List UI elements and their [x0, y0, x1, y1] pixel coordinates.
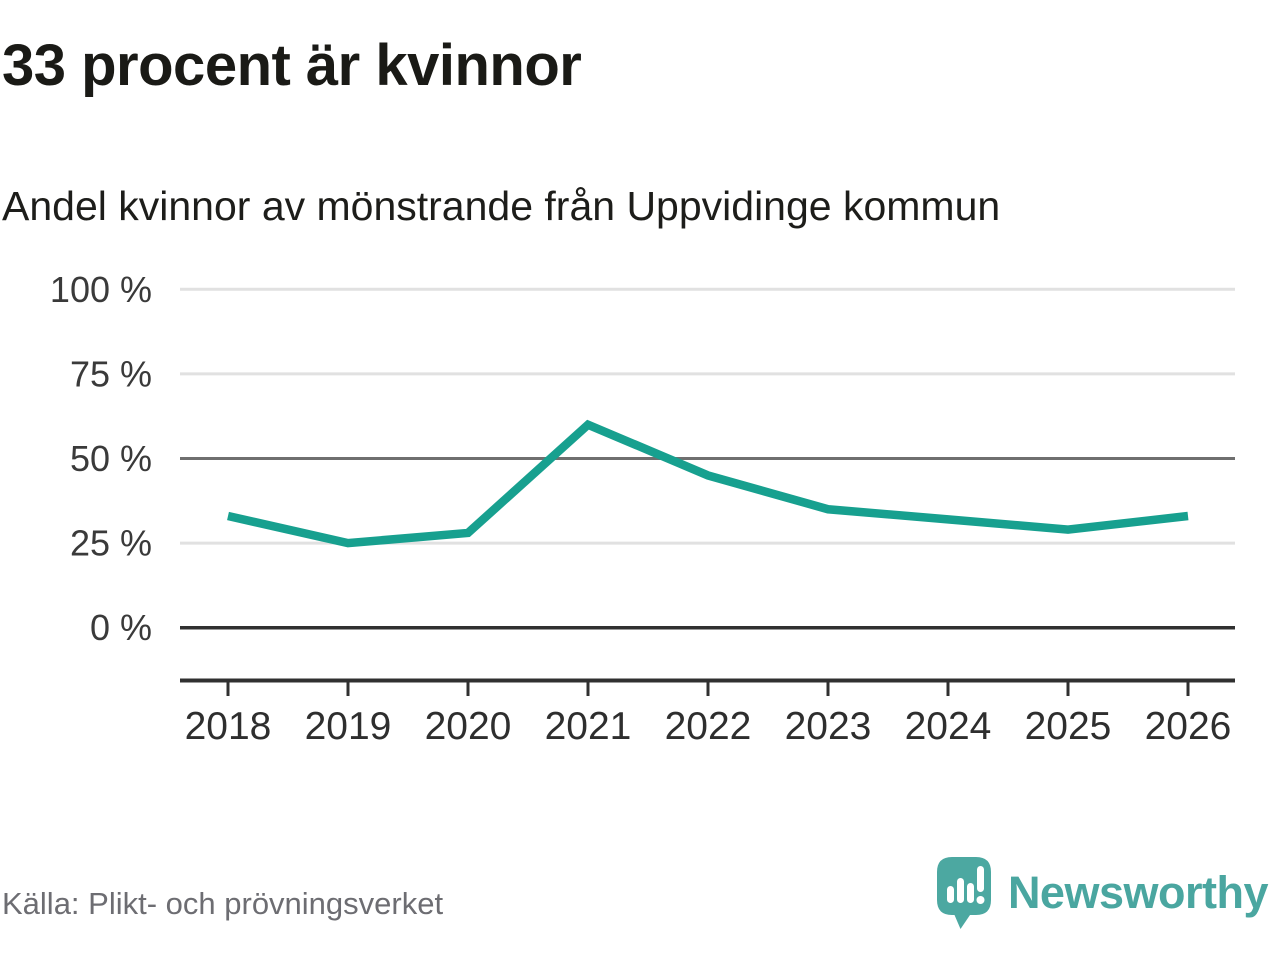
source-note: Källa: Plikt- och prövningsverket: [2, 886, 444, 921]
x-tick-label: 2025: [1025, 705, 1112, 748]
chart-subtitle: Andel kvinnor av mönstrande från Uppvidi…: [2, 183, 1001, 229]
x-tick-label: 2021: [545, 705, 632, 748]
x-tick-label: 2018: [185, 705, 272, 748]
logo-exclamation-bar: [976, 866, 984, 892]
data-line: [227, 419, 1189, 548]
x-tick-label: 2022: [665, 705, 752, 748]
y-tick-label: 25 %: [70, 523, 152, 564]
x-tick-label: 2019: [305, 705, 392, 748]
newsworthy-wordmark: Newsworthy: [1007, 867, 1269, 918]
headline: 33 procent är kvinnor: [2, 33, 582, 98]
x-tick-label: 2024: [905, 705, 992, 748]
y-tick-label: 75 %: [70, 353, 152, 394]
newsworthy-logo: Newsworthy: [936, 856, 1269, 930]
x-tick-label: 2026: [1145, 705, 1232, 748]
x-tick-label: 2020: [425, 705, 512, 748]
y-tick-label: 50 %: [70, 438, 152, 479]
logo-bar-tall: [956, 878, 964, 903]
y-tick-label: 100 %: [50, 269, 152, 310]
y-tick-label: 0 %: [90, 607, 152, 648]
logo-exclamation-dot: [976, 896, 985, 904]
x-tick-label: 2023: [785, 705, 872, 748]
newsworthy-logo-icon: [936, 857, 991, 929]
logo-bar-medium: [966, 883, 974, 903]
logo-bar-small: [946, 886, 954, 903]
